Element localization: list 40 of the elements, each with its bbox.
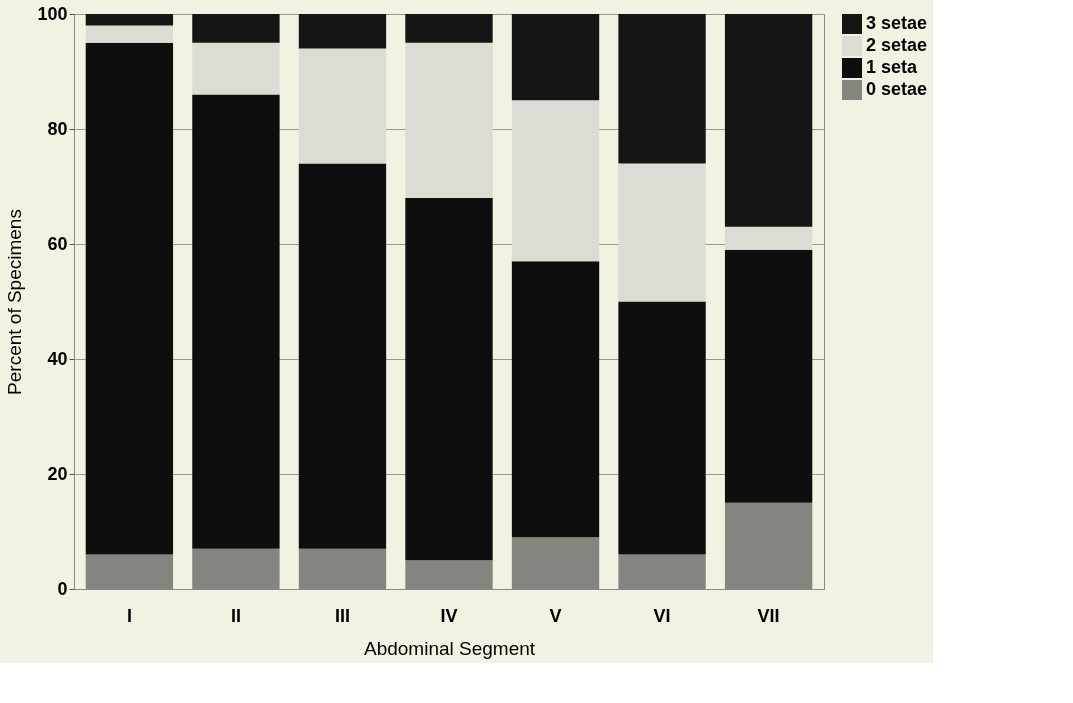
legend-label: 0 setae bbox=[866, 79, 928, 99]
bar bbox=[405, 14, 493, 43]
bar bbox=[192, 14, 280, 43]
x-tick-label: IV bbox=[440, 605, 458, 626]
y-tick-label: 60 bbox=[47, 233, 68, 254]
bar bbox=[511, 14, 600, 101]
bar bbox=[298, 14, 387, 49]
y-tick-label: 0 bbox=[57, 578, 68, 599]
x-tick-label: V bbox=[549, 605, 562, 626]
x-axis-title: Abdominal Segment bbox=[363, 637, 536, 659]
legend-label: 1 seta bbox=[866, 57, 919, 77]
bar bbox=[618, 163, 706, 302]
x-tick-label: III bbox=[334, 605, 350, 626]
bar bbox=[85, 42, 174, 555]
x-tick-label: VI bbox=[653, 605, 671, 626]
bar bbox=[405, 198, 493, 561]
bar bbox=[85, 25, 174, 43]
bar bbox=[405, 42, 493, 198]
y-tick-label: 100 bbox=[37, 3, 68, 24]
x-tick-label: I bbox=[126, 605, 132, 626]
y-axis-title: Percent of Specimens bbox=[4, 209, 26, 395]
y-tick-label: 20 bbox=[47, 463, 68, 484]
bar bbox=[618, 301, 706, 555]
bar bbox=[724, 249, 813, 503]
x-tick-label: VII bbox=[757, 605, 780, 626]
legend-label: 3 setae bbox=[866, 13, 928, 33]
bar bbox=[85, 14, 174, 26]
bar bbox=[511, 261, 600, 538]
bar bbox=[724, 14, 813, 227]
bar bbox=[511, 100, 600, 262]
bar bbox=[298, 163, 387, 549]
x-tick-label: II bbox=[230, 605, 241, 626]
bar bbox=[192, 42, 280, 95]
y-tick-label: 80 bbox=[47, 118, 68, 139]
bar bbox=[618, 14, 706, 164]
bar bbox=[724, 226, 813, 250]
legend-label: 2 setae bbox=[866, 35, 928, 55]
y-tick-label: 40 bbox=[47, 348, 68, 369]
bar bbox=[192, 94, 280, 549]
bar bbox=[298, 48, 387, 164]
